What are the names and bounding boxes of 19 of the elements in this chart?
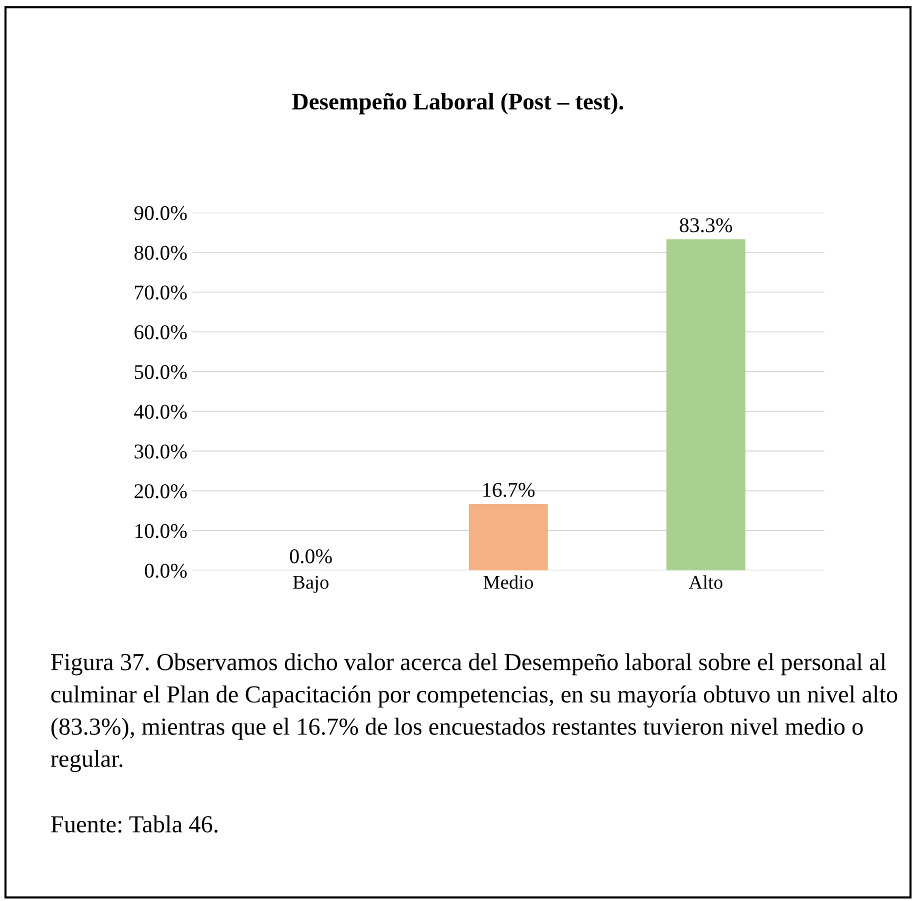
source-note: Fuente: Tabla 46. xyxy=(51,815,218,833)
y-tick-label: 40.0% xyxy=(134,404,187,419)
x-tick-label: Bajo xyxy=(293,576,328,593)
y-tick-label: 90.0% xyxy=(134,206,187,220)
y-tick-label: 20.0% xyxy=(134,484,187,498)
y-tick-label: 80.0% xyxy=(134,246,187,260)
data-label: 16.7% xyxy=(483,482,535,498)
y-tick-label: 60.0% xyxy=(134,325,187,340)
x-tick-label: Medio xyxy=(484,575,534,589)
y-tick-label: 50.0% xyxy=(134,364,187,380)
data-label: 83.3% xyxy=(680,218,732,232)
y-tick-label: 10.0% xyxy=(136,524,187,538)
y-tick-label: 70.0% xyxy=(135,286,187,300)
data-label: 0.0% xyxy=(290,549,332,564)
chart-title: Desempeño Laboral (Post – test). xyxy=(292,92,624,114)
x-tick-label: Alto xyxy=(688,575,722,589)
y-tick-label: 0.0% xyxy=(144,564,187,578)
y-tick-label: 30.0% xyxy=(134,444,187,459)
text: Figura 37. Observamos dicho valor acerca del Desempeño laboral sobre el personal al culminar el Plan de Capacitación por competencias, en su mayoría obtuvo un nivel alto (83.3%), mientras que el 16.7% de los encuestados restantes tuvieron nivel medio o regular. xyxy=(50,653,898,772)
